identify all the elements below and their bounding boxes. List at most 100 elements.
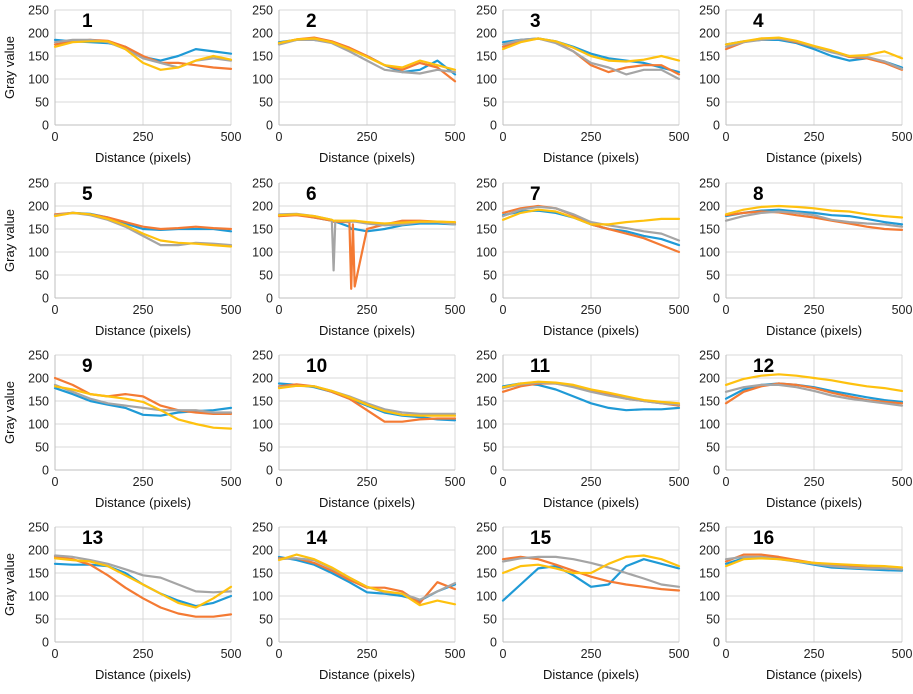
- x-tick-label: 250: [581, 303, 602, 317]
- x-tick-label: 0: [52, 647, 59, 661]
- x-tick-label: 0: [52, 303, 59, 317]
- y-axis-label: Gray value: [2, 553, 17, 616]
- x-tick-label: 250: [133, 475, 154, 489]
- x-tick-label: 250: [133, 130, 154, 144]
- series-line-gray: [501, 555, 681, 588]
- x-axis-label: Distance (pixels): [95, 667, 191, 682]
- series-line-gray: [501, 205, 681, 242]
- y-tick-label: 250: [476, 521, 497, 535]
- y-tick-label: 200: [252, 544, 273, 558]
- y-tick-label: 0: [490, 464, 497, 478]
- x-tick-label: 500: [445, 130, 466, 144]
- y-tick-label: 150: [476, 567, 497, 581]
- x-tick-label: 250: [804, 130, 825, 144]
- y-tick-label: 100: [699, 590, 720, 604]
- x-tick-label: 0: [276, 475, 283, 489]
- y-tick-label: 50: [35, 613, 49, 627]
- x-tick-label: 0: [276, 303, 283, 317]
- y-tick-label: 0: [42, 636, 49, 650]
- chart-panel-4: 0 50 100 150 200 250 0 250 500 4 Distance (pixels): [699, 4, 912, 166]
- x-tick-label: 500: [669, 130, 690, 144]
- chart-panel-6: 0 50 100 150 200 250 0 250 500 6 Distance (pixels): [252, 177, 465, 339]
- y-tick-label: 50: [706, 441, 720, 455]
- y-tick-label: 200: [476, 544, 497, 558]
- x-tick-label: 250: [581, 475, 602, 489]
- x-axis-label: Distance (pixels): [319, 667, 415, 682]
- y-tick-label: 250: [28, 349, 49, 363]
- y-tick-label: 100: [476, 590, 497, 604]
- x-tick-label: 500: [669, 475, 690, 489]
- y-tick-label: 100: [699, 418, 720, 432]
- x-tick-label: 250: [357, 130, 378, 144]
- y-tick-label: 200: [28, 27, 49, 41]
- y-tick-label: 0: [42, 464, 49, 478]
- y-tick-label: 150: [476, 395, 497, 409]
- series-line-yellow: [53, 40, 233, 71]
- series-line-orange: [53, 555, 233, 618]
- y-tick-label: 0: [490, 292, 497, 306]
- y-tick-label: 200: [699, 27, 720, 41]
- series-line-orange: [724, 210, 904, 231]
- y-tick-label: 0: [42, 292, 49, 306]
- series-line-gray: [724, 210, 904, 228]
- y-tick-label: 0: [266, 464, 273, 478]
- y-tick-label: 250: [28, 177, 49, 191]
- series-line-yellow: [53, 557, 233, 609]
- x-tick-label: 500: [892, 475, 913, 489]
- chart-panel-5: 0 50 100 150 200 250 0 250 500 5 Distance (pixels)…: [2, 177, 241, 339]
- x-axis-label: Distance (pixels): [543, 150, 639, 165]
- panel-number: 15: [530, 528, 552, 549]
- y-tick-label: 50: [483, 441, 497, 455]
- y-tick-label: 0: [266, 119, 273, 133]
- series-line-yellow: [277, 384, 457, 417]
- y-tick-label: 200: [252, 372, 273, 386]
- chart-panel-3: 0 50 100 150 200 250 0 250 500 3 Distance (pixels): [476, 4, 689, 166]
- x-tick-label: 250: [581, 130, 602, 144]
- x-axis-label: Distance (pixels): [766, 667, 862, 682]
- x-tick-label: 500: [892, 303, 913, 317]
- y-tick-label: 50: [483, 613, 497, 627]
- y-tick-label: 250: [476, 4, 497, 18]
- chart-panel-8: 0 50 100 150 200 250 0 250 500 8 Distance (pixels): [699, 177, 912, 339]
- y-tick-label: 0: [266, 636, 273, 650]
- y-tick-label: 250: [252, 521, 273, 535]
- x-tick-label: 500: [892, 130, 913, 144]
- y-tick-label: 250: [699, 4, 720, 18]
- panel-number: 4: [753, 11, 764, 32]
- x-tick-label: 500: [445, 647, 466, 661]
- y-tick-label: 100: [476, 418, 497, 432]
- panel-number: 3: [530, 11, 541, 32]
- y-tick-label: 50: [706, 96, 720, 110]
- x-tick-label: 250: [133, 647, 154, 661]
- y-tick-label: 150: [476, 50, 497, 64]
- x-tick-label: 500: [221, 303, 242, 317]
- x-tick-label: 500: [445, 475, 466, 489]
- y-tick-label: 100: [252, 418, 273, 432]
- y-tick-label: 250: [252, 349, 273, 363]
- x-tick-label: 250: [581, 647, 602, 661]
- panel-number: 14: [306, 528, 328, 549]
- series-line-yellow: [53, 385, 233, 430]
- y-tick-label: 0: [266, 292, 273, 306]
- y-tick-label: 250: [476, 177, 497, 191]
- x-tick-label: 250: [804, 475, 825, 489]
- series-line-yellow: [724, 36, 904, 60]
- x-axis-label: Distance (pixels): [319, 150, 415, 165]
- x-axis-label: Distance (pixels): [543, 667, 639, 682]
- series-line-blue: [501, 558, 681, 602]
- y-tick-label: 250: [476, 349, 497, 363]
- series-line-yellow: [501, 380, 681, 405]
- chart-panel-13: 0 50 100 150 200 250 0 250 500 13 Distance (pixels…: [2, 521, 241, 683]
- x-axis-label: Distance (pixels): [319, 323, 415, 338]
- y-tick-label: 100: [28, 246, 49, 260]
- y-tick-label: 250: [252, 177, 273, 191]
- y-tick-label: 200: [476, 27, 497, 41]
- y-tick-label: 200: [476, 372, 497, 386]
- series-line-yellow: [53, 211, 233, 248]
- y-tick-label: 100: [252, 590, 273, 604]
- series-line-yellow: [501, 208, 681, 226]
- y-tick-label: 0: [713, 292, 720, 306]
- x-axis-label: Distance (pixels): [543, 495, 639, 510]
- x-axis-label: Distance (pixels): [95, 495, 191, 510]
- series-line-yellow: [724, 204, 904, 219]
